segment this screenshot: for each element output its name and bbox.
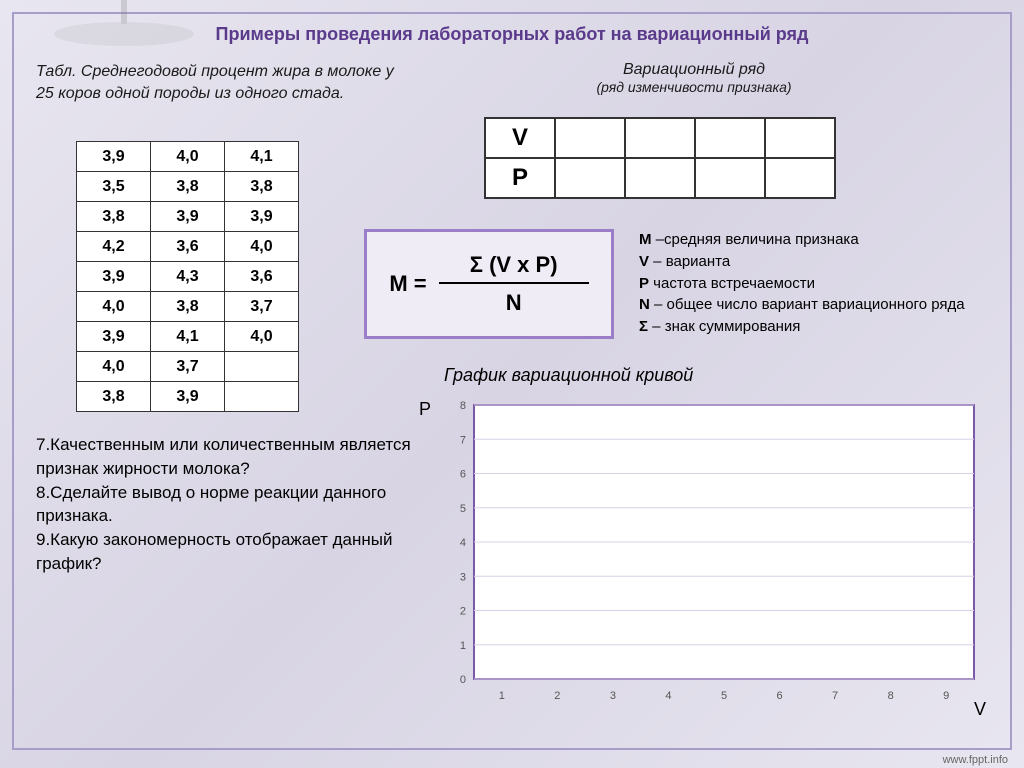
formula-numerator: Σ (V x P) <box>458 252 570 282</box>
x-axis-label: V <box>974 699 986 720</box>
formula-box: M = Σ (V x P) N <box>364 229 614 339</box>
legend-line: M –средняя величина признака <box>639 229 989 251</box>
vp-cell <box>695 158 765 198</box>
data-cell: 3,8 <box>77 382 151 412</box>
variation-caption-main: Вариационный ряд <box>623 61 765 78</box>
data-cell: 4,3 <box>151 262 225 292</box>
svg-text:7: 7 <box>460 434 466 446</box>
svg-text:6: 6 <box>776 690 782 702</box>
footer-link: www.fppt.info <box>943 754 1008 766</box>
data-cell: 3,7 <box>151 352 225 382</box>
data-cell: 3,9 <box>77 262 151 292</box>
data-cell: 4,1 <box>225 142 299 172</box>
question-line: 9.Какую закономерность отображает данный… <box>36 528 431 576</box>
svg-text:4: 4 <box>665 690 671 702</box>
legend-line: P частота встречаемости <box>639 273 989 295</box>
svg-text:7: 7 <box>832 690 838 702</box>
formula-denominator: N <box>506 284 522 316</box>
data-cell: 4,2 <box>77 232 151 262</box>
vp-header: P <box>485 158 555 198</box>
chart-area: 0 1 2 3 4 5 6 7 8 1 2 3 4 5 6 7 8 9 <box>444 399 984 729</box>
table-caption: Табл. Среднегодовой процент жира в молок… <box>36 61 406 104</box>
data-cell: 3,5 <box>77 172 151 202</box>
svg-text:3: 3 <box>610 690 616 702</box>
svg-text:0: 0 <box>460 674 466 686</box>
question-line: 8.Сделайте вывод о норме реакции данного… <box>36 481 431 529</box>
variation-caption-sub: (ряд изменчивости признака) <box>484 79 904 95</box>
data-cell: 4,0 <box>77 292 151 322</box>
legend-block: M –средняя величина признакаV – варианта… <box>639 229 989 338</box>
svg-text:8: 8 <box>460 400 466 412</box>
svg-text:6: 6 <box>460 469 466 481</box>
vp-cell <box>695 118 765 158</box>
svg-text:4: 4 <box>460 537 466 549</box>
data-cell: 4,0 <box>151 142 225 172</box>
vp-table: VP <box>484 117 836 199</box>
data-cell: 4,0 <box>225 232 299 262</box>
svg-text:5: 5 <box>460 503 466 515</box>
svg-text:9: 9 <box>943 690 949 702</box>
data-cell: 4,1 <box>151 322 225 352</box>
data-cell: 3,9 <box>151 382 225 412</box>
legend-line: Σ – знак суммирования <box>639 316 989 338</box>
data-cell: 3,6 <box>225 262 299 292</box>
vp-cell <box>555 118 625 158</box>
data-cell: 3,9 <box>77 322 151 352</box>
question-line: 7.Качественным или количественным являет… <box>36 433 431 481</box>
data-cell: 3,9 <box>151 202 225 232</box>
y-axis-label: P <box>419 399 431 420</box>
vp-header: V <box>485 118 555 158</box>
data-cell: 3,9 <box>77 142 151 172</box>
vp-cell <box>625 118 695 158</box>
chart-title: График вариационной кривой <box>444 365 693 386</box>
data-cell: 3,8 <box>77 202 151 232</box>
data-cell: 3,6 <box>151 232 225 262</box>
data-cell: 3,9 <box>225 202 299 232</box>
vp-cell <box>765 158 835 198</box>
data-cell: 4,0 <box>77 352 151 382</box>
data-cell: 3,8 <box>151 292 225 322</box>
data-cell <box>225 382 299 412</box>
svg-text:2: 2 <box>460 606 466 618</box>
legend-line: N – общее число вариант вариационного ря… <box>639 294 989 316</box>
formula-lhs: M = <box>389 271 426 297</box>
svg-text:1: 1 <box>460 640 466 652</box>
microscope-icon <box>34 0 214 49</box>
data-cell: 3,8 <box>151 172 225 202</box>
data-cell: 3,7 <box>225 292 299 322</box>
svg-text:5: 5 <box>721 690 727 702</box>
variation-caption: Вариационный ряд (ряд изменчивости призн… <box>484 61 904 95</box>
svg-text:1: 1 <box>499 690 505 702</box>
data-table: 3,94,04,13,53,83,83,83,93,94,23,64,03,94… <box>76 141 299 412</box>
legend-line: V – варианта <box>639 251 989 273</box>
data-cell <box>225 352 299 382</box>
questions-block: 7.Качественным или количественным являет… <box>36 433 431 576</box>
svg-text:3: 3 <box>460 571 466 583</box>
vp-cell <box>625 158 695 198</box>
vp-cell <box>765 118 835 158</box>
svg-text:8: 8 <box>888 690 894 702</box>
data-cell: 3,8 <box>225 172 299 202</box>
data-cell: 4,0 <box>225 322 299 352</box>
svg-text:2: 2 <box>554 690 560 702</box>
vp-cell <box>555 158 625 198</box>
slide-frame: Примеры проведения лабораторных работ на… <box>12 12 1012 750</box>
